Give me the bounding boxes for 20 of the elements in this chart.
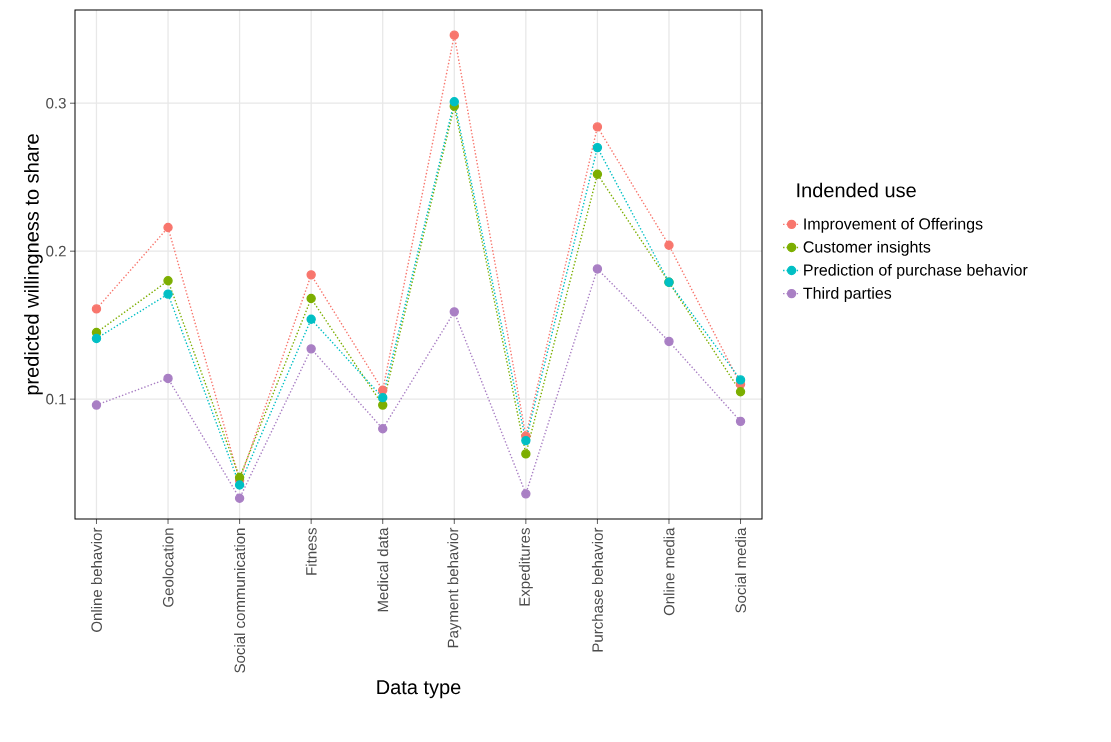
legend-title: Indended use xyxy=(797,182,916,198)
y-tick-label: 0.1 xyxy=(46,393,66,405)
legend-label: Prediction of purchase behavior xyxy=(804,263,1028,279)
legend-label: Improvement of Offerings xyxy=(804,217,983,233)
legend-label: Third parties xyxy=(803,287,892,302)
x-axis-title: Data type xyxy=(377,680,461,699)
x-tick-label: Geolocation xyxy=(162,528,174,607)
x-tick-label: Online behavior xyxy=(90,527,102,632)
x-tick-label: Social communication xyxy=(234,528,246,673)
x-tick-label: Fitness xyxy=(305,528,317,575)
x-tick-label: Social media xyxy=(735,527,747,613)
y-tick-label: 0.2 xyxy=(46,245,66,257)
x-tick-label: Expeditures xyxy=(518,528,533,606)
y-axis-title: predicted willingness to share xyxy=(24,134,43,395)
x-tick-label: Medical data xyxy=(377,527,389,612)
legend-label: Customer insights xyxy=(803,240,931,256)
y-tick-label: 0.3 xyxy=(46,97,66,109)
x-tick-label: Purchase behavior xyxy=(591,527,603,652)
x-tick-label: Online media xyxy=(663,527,675,616)
x-tick-label: Payment behavior xyxy=(447,527,462,648)
